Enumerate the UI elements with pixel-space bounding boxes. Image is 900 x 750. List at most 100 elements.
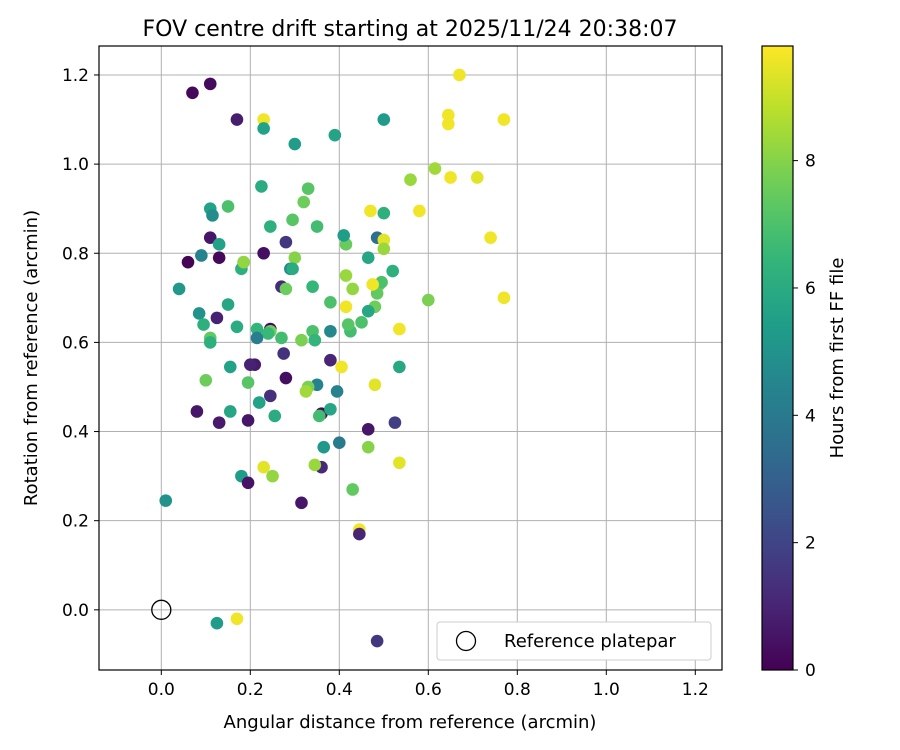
plot-frame (98, 45, 723, 671)
data-point (230, 320, 244, 334)
data-point (404, 173, 417, 187)
data-point (223, 405, 237, 418)
data-point (266, 469, 279, 483)
data-point (203, 231, 217, 244)
data-point (308, 458, 322, 472)
data-point (324, 324, 337, 338)
data-point (330, 385, 344, 398)
data-point (277, 347, 290, 360)
data-point (172, 282, 186, 296)
colorbar-tick-label: 2 (805, 534, 816, 554)
data-point (159, 494, 173, 507)
y-tick-label: 0.8 (62, 244, 89, 264)
data-point (261, 327, 275, 340)
data-point (275, 331, 288, 345)
data-point (324, 353, 337, 367)
data-point (393, 322, 406, 336)
y-tick-label: 0.0 (62, 601, 89, 621)
data-point (312, 409, 326, 423)
legend-label: Reference platepar (504, 631, 676, 652)
data-point (241, 376, 255, 389)
colorbar-tick-label: 6 (805, 279, 816, 299)
data-point (339, 269, 353, 282)
data-point (377, 242, 391, 256)
data-point (339, 300, 353, 314)
y-tick-label: 0.6 (62, 333, 89, 353)
data-point (353, 527, 366, 541)
data-point (497, 113, 511, 126)
data-point (252, 396, 266, 409)
data-point (442, 117, 455, 131)
data-point (393, 360, 406, 374)
data-point (212, 251, 226, 265)
data-point (221, 200, 235, 213)
data-point (212, 238, 226, 251)
data-point (197, 318, 210, 331)
data-point (428, 162, 442, 175)
plot-area (99, 46, 722, 670)
data-point (192, 307, 206, 320)
y-tick-label: 0.4 (62, 423, 89, 443)
colorbar-tick-label: 0 (805, 661, 816, 681)
data-point (341, 318, 355, 331)
colorbar-tick-label: 4 (805, 406, 816, 426)
x-tick-label: 1.0 (593, 680, 620, 700)
colorbar (761, 45, 794, 671)
data-point (297, 195, 311, 209)
data-point (195, 249, 208, 262)
data-point (237, 255, 250, 269)
data-point (361, 423, 375, 436)
data-point (328, 128, 342, 142)
x-tick-label: 0.6 (415, 680, 442, 700)
data-point (186, 86, 199, 100)
data-point (370, 634, 384, 648)
legend-marker (455, 630, 477, 652)
data-point (453, 68, 466, 82)
data-point (361, 304, 375, 318)
data-point (301, 182, 315, 195)
data-point (244, 358, 257, 371)
data-point (366, 278, 379, 291)
data-point (361, 251, 375, 265)
data-point (241, 476, 255, 490)
legend: Reference platepar (436, 621, 712, 661)
data-point (264, 220, 277, 233)
data-point (268, 409, 282, 423)
data-point (295, 333, 308, 347)
x-axis-label: Angular distance from reference (arcmin) (224, 712, 597, 733)
y-tick-label: 0.2 (62, 512, 89, 532)
x-tick-label: 0.2 (237, 680, 264, 700)
data-point (497, 291, 511, 305)
data-point (257, 122, 270, 135)
data-point (310, 220, 324, 233)
data-point (422, 293, 435, 307)
data-point (377, 206, 391, 220)
data-point (444, 171, 457, 184)
data-point (333, 436, 346, 449)
data-point (361, 440, 375, 454)
data-point (346, 483, 359, 496)
colorbar-label: Hours from first FF file (827, 258, 848, 459)
data-point (210, 616, 224, 630)
data-point (442, 108, 455, 122)
data-point (223, 360, 237, 374)
data-point (288, 137, 302, 151)
data-point (470, 171, 484, 184)
data-point (388, 416, 402, 429)
data-point (484, 231, 497, 244)
data-point (317, 440, 331, 454)
data-point (286, 213, 299, 227)
data-point (364, 204, 377, 218)
data-point (368, 378, 382, 392)
data-point (206, 209, 219, 222)
data-point (355, 316, 368, 329)
x-tick-label: 0.8 (504, 680, 531, 700)
data-point (337, 229, 351, 242)
x-tick-label: 1.2 (682, 680, 709, 700)
reference-platepar-marker (151, 599, 172, 620)
data-point (286, 262, 299, 276)
data-point (264, 389, 277, 403)
colorbar-tick-label: 8 (805, 152, 816, 172)
data-point (230, 113, 244, 126)
data-point (308, 333, 322, 347)
